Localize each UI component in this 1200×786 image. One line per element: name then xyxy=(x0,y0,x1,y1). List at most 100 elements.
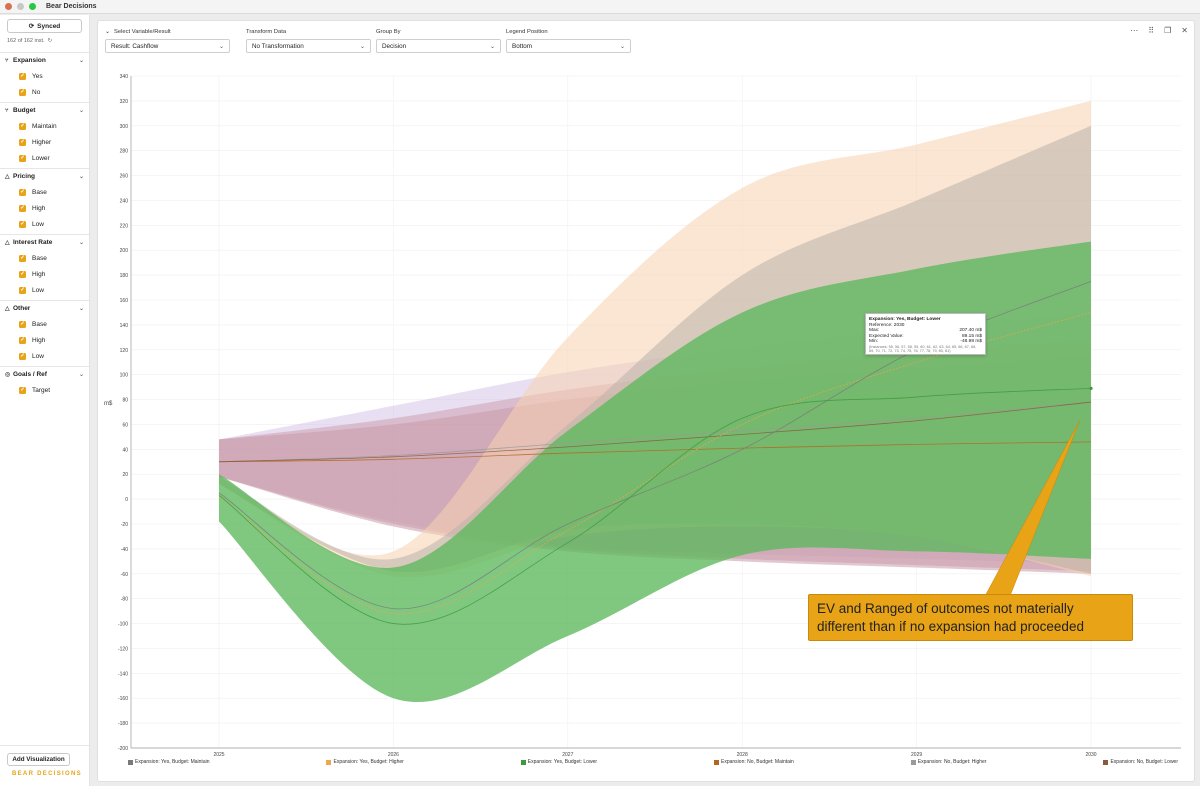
chevron-down-icon: ⌄ xyxy=(619,43,625,50)
highlight-point xyxy=(1089,386,1093,390)
checkbox[interactable]: ✓ xyxy=(19,254,26,262)
legend-label: Expansion: Yes, Budget: Maintain xyxy=(135,759,210,765)
checkbox[interactable]: ✓ xyxy=(19,286,26,294)
more-options-icon[interactable]: ⋯ xyxy=(1130,26,1139,35)
checkbox[interactable]: ✓ xyxy=(19,336,26,344)
filter-option[interactable]: ✓ Higher xyxy=(0,134,89,150)
filter-option[interactable]: ✓ Base xyxy=(0,184,89,200)
y-tick-label: 220 xyxy=(120,223,129,229)
x-tick-label: 2028 xyxy=(737,752,748,758)
filter-option[interactable]: ✓ Base xyxy=(0,250,89,266)
app-title: Bear Decisions xyxy=(46,3,97,10)
filter-option[interactable]: ✓ Lower xyxy=(0,150,89,166)
ev-line xyxy=(218,401,1092,463)
chevron-down-icon[interactable]: ⌄ xyxy=(78,108,84,114)
filter-option[interactable]: ✓ Base xyxy=(0,316,89,332)
x-tick-label: 2030 xyxy=(1085,752,1096,758)
checkbox[interactable]: ✓ xyxy=(19,220,26,228)
checkbox[interactable]: ✓ xyxy=(19,188,26,196)
checkbox[interactable]: ✓ xyxy=(19,352,26,360)
add-visualization-button[interactable]: Add Visualization xyxy=(7,753,70,766)
refresh-icon[interactable]: ↻ xyxy=(47,38,53,44)
filter-option[interactable]: ✓ Low xyxy=(0,348,89,364)
filter-option[interactable]: ✓ Maintain xyxy=(0,118,89,134)
filter-group-header[interactable]: ⑂ Expansion ⌄ xyxy=(0,53,89,68)
chart-controls: ⌄ Select Variable/Result Result: Cashflo… xyxy=(98,21,1194,61)
filter-option[interactable]: ✓ Target xyxy=(0,382,89,398)
checkbox[interactable]: ✓ xyxy=(19,270,26,278)
legend-position-label: Legend Position xyxy=(506,28,548,35)
filter-group-header[interactable]: ◎ Goals / Ref ⌄ xyxy=(0,367,89,382)
legend-label: Expansion: No, Budget: Maintain xyxy=(721,759,794,765)
filter-option[interactable]: ✓ High xyxy=(0,200,89,216)
legend-item[interactable]: Expansion: No, Budget: Maintain xyxy=(714,759,794,765)
checkbox[interactable]: ✓ xyxy=(19,72,26,80)
legend-swatch xyxy=(520,759,526,765)
close-window-button[interactable] xyxy=(5,3,12,10)
chevron-down-icon[interactable]: ⌄ xyxy=(78,306,84,312)
checkbox[interactable]: ✓ xyxy=(19,204,26,212)
cashflow-chart[interactable]: -200-180-160-140-120-100-80-60-40-200204… xyxy=(98,61,1196,761)
x-tick-label: 2029 xyxy=(911,752,922,758)
filter-option[interactable]: ✓ Low xyxy=(0,282,89,298)
filter-group-header[interactable]: △ Interest Rate ⌄ xyxy=(0,235,89,250)
tooltip-min-label: Min: xyxy=(869,339,879,345)
ev-line xyxy=(218,387,1092,625)
filter-group-title: Goals / Ref xyxy=(13,371,47,378)
ev-line xyxy=(218,441,1092,463)
filter-option-label: High xyxy=(32,336,46,344)
filter-group-header[interactable]: △ Pricing ⌄ xyxy=(0,169,89,184)
legend-item[interactable]: Expansion: No, Budget: Higher xyxy=(910,759,987,765)
checkbox[interactable]: ✓ xyxy=(19,122,26,130)
chevron-down-icon[interactable]: ⌄ xyxy=(78,240,84,246)
legend-label: Expansion: No, Budget: Lower xyxy=(1110,759,1178,765)
branch-icon: ⑂ xyxy=(5,107,9,114)
legend-item[interactable]: Expansion: Yes, Budget: Maintain xyxy=(128,759,210,765)
window-controls xyxy=(5,3,36,10)
y-tick-label: 320 xyxy=(120,99,129,105)
checkbox[interactable]: ✓ xyxy=(19,320,26,328)
chevron-down-icon[interactable]: ⌄ xyxy=(78,58,84,64)
legend-label: Expansion: Yes, Budget: Lower xyxy=(527,759,598,765)
filter-option[interactable]: ✓ High xyxy=(0,266,89,282)
filter-option-label: Lower xyxy=(32,154,50,162)
variable-select[interactable]: Result: Cashflow ⌄ xyxy=(105,39,230,53)
y-tick-label: -40 xyxy=(121,547,128,553)
legend-item[interactable]: Expansion: Yes, Budget: Higher xyxy=(326,759,404,765)
sidebar-footer: Add Visualization BEAR DECISIONS xyxy=(0,745,89,777)
sync-button[interactable]: ⟳ Synced xyxy=(7,19,82,33)
drag-handle-icon[interactable]: ⠿ xyxy=(1148,26,1155,35)
chevron-down-icon[interactable]: ⌄ xyxy=(78,372,84,378)
filter-option[interactable]: ✓ Yes xyxy=(0,68,89,84)
filter-group-header[interactable]: △ Other ⌄ xyxy=(0,301,89,316)
filter-group-title: Interest Rate xyxy=(13,239,53,246)
group-by-select[interactable]: Decision ⌄ xyxy=(376,39,501,53)
legend-position-select[interactable]: Bottom ⌄ xyxy=(506,39,631,53)
chevron-down-icon[interactable]: ⌄ xyxy=(78,174,84,180)
checkbox[interactable]: ✓ xyxy=(19,138,26,146)
filter-option[interactable]: ✓ Low xyxy=(0,216,89,232)
filter-option[interactable]: ✓ No xyxy=(0,84,89,100)
zoom-window-button[interactable] xyxy=(29,3,36,10)
y-tick-label: 100 xyxy=(120,373,129,379)
tooltip-ev-row: Expected Value: 89.15 m$ xyxy=(869,334,982,340)
checkbox[interactable]: ✓ xyxy=(19,88,26,96)
close-icon[interactable]: ✕ xyxy=(1181,26,1188,35)
checkbox[interactable]: ✓ xyxy=(19,386,26,394)
duplicate-icon[interactable]: ❐ xyxy=(1164,26,1172,35)
filter-option[interactable]: ✓ High xyxy=(0,332,89,348)
y-tick-label: 240 xyxy=(120,198,129,204)
minimize-window-button[interactable] xyxy=(17,3,24,10)
x-tick-label: 2025 xyxy=(213,752,224,758)
checkbox[interactable]: ✓ xyxy=(19,154,26,162)
legend-label: Expansion: No, Budget: Higher xyxy=(917,759,987,765)
collapse-chevron-icon[interactable]: ⌄ xyxy=(105,29,111,35)
legend-item[interactable]: Expansion: No, Budget: Lower xyxy=(1103,759,1178,765)
transform-select[interactable]: No Transformation ⌄ xyxy=(246,39,371,53)
filter-group-header[interactable]: ⑂ Budget ⌄ xyxy=(0,103,89,118)
tooltip-reference: Reference: 2030 xyxy=(869,322,905,328)
legend-item[interactable]: Expansion: Yes, Budget: Lower xyxy=(520,759,598,765)
y-tick-label: 120 xyxy=(120,348,129,354)
filter-group: ◎ Goals / Ref ⌄ ✓ Target xyxy=(0,366,89,400)
filter-group-title: Pricing xyxy=(13,173,36,180)
